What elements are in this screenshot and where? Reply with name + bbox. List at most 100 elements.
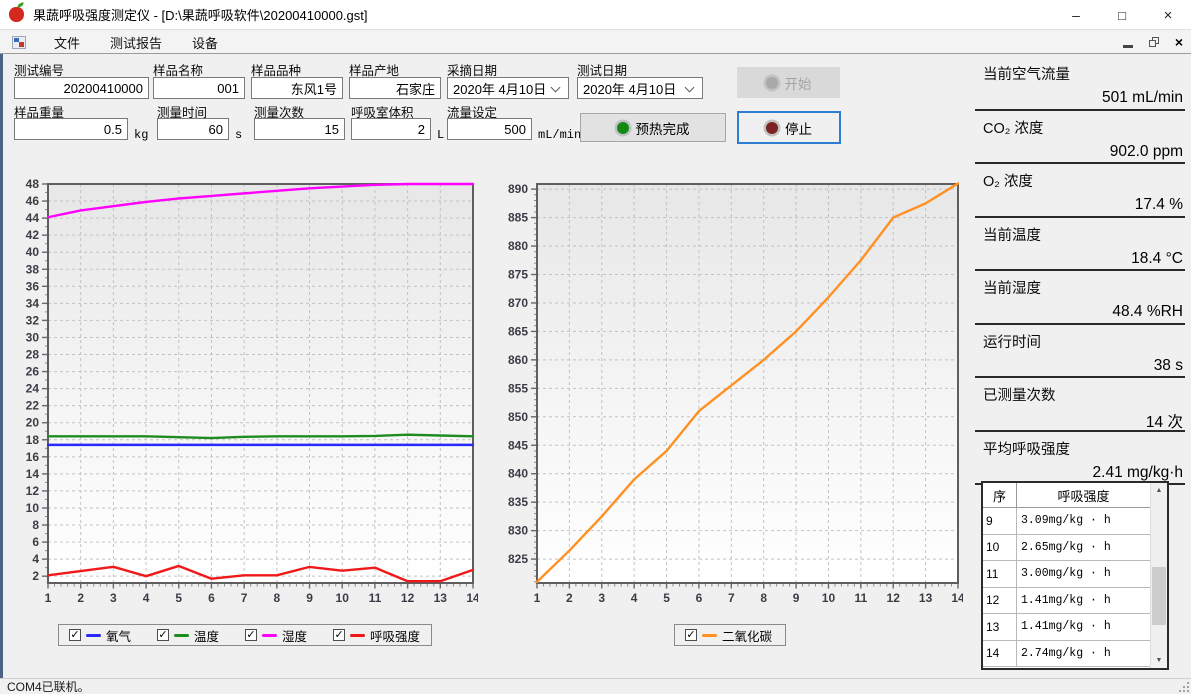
sample-origin-input[interactable]: 石家庄 <box>349 77 441 99</box>
svg-text:4: 4 <box>143 591 150 605</box>
table-row[interactable]: 10 2.65mg/kg · h <box>983 534 1150 561</box>
table-row[interactable]: 11 3.00mg/kg · h <box>983 561 1150 588</box>
scrollbar-thumb[interactable] <box>1152 567 1166 625</box>
resize-grip[interactable] <box>1177 680 1189 692</box>
svg-text:9: 9 <box>793 591 800 605</box>
table-scrollbar[interactable]: ▲ ▼ <box>1150 483 1167 668</box>
svg-text:11: 11 <box>855 591 868 605</box>
stat-measured-count: 已测量次数 14 次 <box>975 378 1185 432</box>
start-button[interactable]: 开始 <box>737 67 840 98</box>
svg-text:34: 34 <box>26 296 40 310</box>
svg-text:860: 860 <box>508 353 528 367</box>
flow-setting-label: 流量设定 <box>447 106 498 120</box>
svg-text:42: 42 <box>26 228 40 242</box>
scroll-up-icon[interactable]: ▲ <box>1155 487 1163 494</box>
svg-text:44: 44 <box>26 211 40 225</box>
svg-text:5: 5 <box>663 591 670 605</box>
test-date-label: 测试日期 <box>577 64 628 78</box>
svg-text:26: 26 <box>26 365 40 379</box>
start-button-label: 开始 <box>784 76 812 92</box>
main-content: 测试编号 20200410000 样品名称 001 样品品种 东风1号 样品产地… <box>0 53 1191 679</box>
legend-label-humidity: 湿度 <box>282 629 308 644</box>
co2-checkbox[interactable]: ✓ <box>685 629 697 641</box>
legend-item-oxygen: ✓ 氧气 <box>69 626 131 645</box>
svg-text:3: 3 <box>110 591 117 605</box>
svg-text:12: 12 <box>887 591 901 605</box>
preheat-led-icon <box>616 121 629 134</box>
flow-setting-unit: mL/min <box>538 128 582 142</box>
svg-text:2: 2 <box>77 591 84 605</box>
sample-weight-label: 样品重量 <box>14 106 65 120</box>
sample-name-input[interactable]: 001 <box>153 77 245 99</box>
chevron-down-icon[interactable] <box>684 82 695 93</box>
right-chart: 8258308358408458508558608658708758808858… <box>508 182 963 605</box>
stats-panel: 当前空气流量 501 mL/min CO₂ 浓度 902.0 ppm O₂ 浓度… <box>975 57 1185 485</box>
test-date-select[interactable]: 2020年 4月10日 <box>577 77 703 99</box>
chamber-volume-input[interactable]: 2 <box>351 118 431 140</box>
table-row[interactable]: 13 1.41mg/kg · h <box>983 614 1150 641</box>
sample-weight-unit: kg <box>134 128 149 142</box>
svg-text:13: 13 <box>434 591 448 605</box>
legend-label-oxygen: 氧气 <box>106 629 132 644</box>
respiration-line-swatch <box>350 633 366 637</box>
humidity-checkbox[interactable]: ✓ <box>245 629 258 641</box>
measure-time-label: 测量时间 <box>157 106 208 120</box>
svg-text:845: 845 <box>508 438 528 452</box>
preheat-complete-button[interactable]: 预热完成 <box>580 113 726 142</box>
table-row[interactable]: 14 2.74mg/kg · h <box>983 640 1150 667</box>
measure-count-input[interactable]: 15 <box>254 118 345 140</box>
oxygen-checkbox[interactable]: ✓ <box>69 629 81 641</box>
stop-button[interactable]: 停止 <box>737 111 841 144</box>
svg-text:20: 20 <box>26 416 40 430</box>
scroll-down-icon[interactable]: ▼ <box>1155 657 1163 664</box>
mdi-minimize-button[interactable] <box>1122 44 1133 48</box>
menu-item-device[interactable]: 设备 <box>192 35 219 51</box>
svg-text:875: 875 <box>508 268 528 282</box>
mdi-restore-button[interactable] <box>1148 37 1159 47</box>
legend-item-temperature: ✓ 温度 <box>157 626 219 645</box>
app-apple-icon <box>9 7 24 22</box>
svg-text:11: 11 <box>369 591 382 605</box>
window-title: 果蔬呼吸强度测定仪 - [D:\果蔬呼吸软件\20200410000.gst] <box>33 8 368 23</box>
table-header: 序 呼吸强度 <box>983 483 1167 508</box>
table-row[interactable]: 9 3.09mg/kg · h <box>983 508 1150 535</box>
minimize-button[interactable]: – <box>1072 7 1080 23</box>
legend-item-respiration: ✓ 呼吸强度 <box>333 626 420 645</box>
svg-text:6: 6 <box>208 591 215 605</box>
header-index: 序 <box>983 483 1017 507</box>
menu-item-file[interactable]: 文件 <box>54 35 81 51</box>
maximize-button[interactable]: □ <box>1118 7 1126 23</box>
left-chart: 2468101214161820222426283032343638404244… <box>26 177 478 605</box>
pick-date-select[interactable]: 2020年 4月10日 <box>447 77 569 99</box>
legend-item-co2: ✓ 二氧化碳 <box>685 626 772 645</box>
measure-count-label: 测量次数 <box>254 106 305 120</box>
svg-text:18: 18 <box>26 433 40 447</box>
chamber-volume-label: 呼吸室体积 <box>351 106 414 120</box>
close-button[interactable]: × <box>1163 6 1173 24</box>
sample-variety-input[interactable]: 东风1号 <box>251 77 343 99</box>
svg-text:12: 12 <box>401 591 415 605</box>
header-respiration: 呼吸强度 <box>1057 488 1110 504</box>
svg-text:6: 6 <box>696 591 703 605</box>
sample-variety-label: 样品品种 <box>251 64 302 78</box>
svg-text:880: 880 <box>508 239 528 253</box>
test-id-input[interactable]: 20200410000 <box>14 77 149 99</box>
svg-text:32: 32 <box>26 313 40 327</box>
mdi-close-button[interactable]: × <box>1174 34 1183 50</box>
temperature-checkbox[interactable]: ✓ <box>157 629 170 641</box>
measure-time-input[interactable]: 60 <box>157 118 229 140</box>
chevron-down-icon[interactable] <box>550 82 561 93</box>
stat-runtime: 运行时间 38 s <box>975 325 1185 378</box>
flow-setting-input[interactable]: 500 <box>447 118 532 140</box>
stat-airflow: 当前空气流量 501 mL/min <box>975 57 1185 111</box>
svg-text:28: 28 <box>26 348 40 362</box>
respiration-checkbox[interactable]: ✓ <box>333 629 346 641</box>
svg-text:36: 36 <box>26 279 40 293</box>
svg-text:30: 30 <box>26 330 40 344</box>
menu-item-test-report[interactable]: 测试报告 <box>110 35 163 51</box>
svg-text:16: 16 <box>26 450 40 464</box>
table-row[interactable]: 12 1.41mg/kg · h <box>983 587 1150 614</box>
legend-label-co2: 二氧化碳 <box>722 629 773 644</box>
stat-temperature: 当前温度 18.4 °C <box>975 218 1185 271</box>
sample-weight-input[interactable]: 0.5 <box>14 118 128 140</box>
